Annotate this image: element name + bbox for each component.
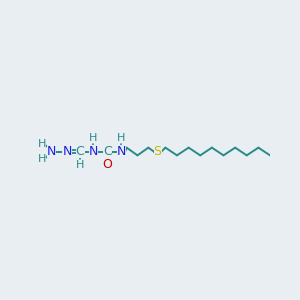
Text: C: C bbox=[103, 145, 112, 158]
Text: H: H bbox=[117, 134, 125, 143]
Text: N: N bbox=[47, 145, 56, 158]
Text: H: H bbox=[38, 139, 46, 149]
Text: O: O bbox=[102, 158, 112, 171]
Text: S: S bbox=[154, 145, 162, 158]
Text: H: H bbox=[89, 134, 98, 143]
Text: H: H bbox=[76, 160, 84, 170]
Text: N: N bbox=[62, 145, 72, 158]
Text: N: N bbox=[116, 145, 126, 158]
Text: C: C bbox=[76, 145, 85, 158]
Text: N: N bbox=[88, 145, 98, 158]
Text: H: H bbox=[38, 154, 46, 164]
